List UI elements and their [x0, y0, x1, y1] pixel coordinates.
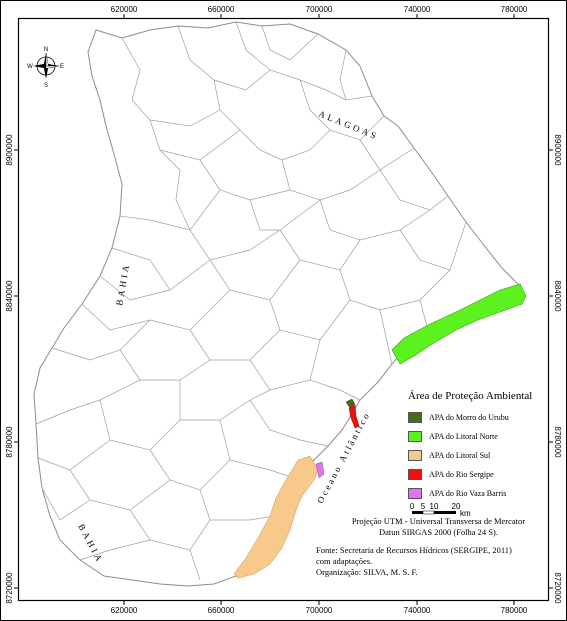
datum-line: Datun SIRGAS 2000 (Folha 24 S).	[378, 526, 498, 537]
y-tick-label-right: 8780000	[553, 426, 562, 458]
map-credits: Projeção UTM - Universal Transversa de M…	[316, 516, 561, 577]
legend-item-label: APA do Litoral Norte	[429, 432, 498, 441]
legend: Área de Proteção Ambiental APA do Morro …	[408, 390, 558, 503]
x-tick-label-bottom: 660000	[208, 606, 235, 615]
apa-rio-sergipe-area	[348, 404, 360, 429]
legend-swatch	[408, 488, 422, 499]
scale-tick-label: 0	[410, 502, 415, 511]
legend-item-litoral-norte: APA do Litoral Norte	[408, 427, 558, 446]
y-tick-label-left: 8840000	[5, 280, 14, 312]
compass-north-label: N	[44, 47, 48, 53]
legend-item-label: APA do Litoral Sul	[429, 451, 491, 460]
x-tick-label-bottom: 700000	[306, 606, 333, 615]
source-line: Fonte: Secretaria de Recursos Hídricos (…	[316, 545, 512, 556]
legend-item-label: APA do Rio Vaza Barris	[429, 489, 507, 498]
legend-swatch	[408, 431, 422, 442]
x-tick-label-bottom: 780000	[501, 606, 528, 615]
legend-title: Área de Proteção Ambiental	[408, 390, 533, 402]
apa-litoral-sul-area	[233, 455, 319, 579]
legend-item-label: APA do Morro do Urubu	[429, 413, 509, 422]
y-tick-label-left: 8900000	[5, 134, 14, 166]
x-tick-label-top: 660000	[208, 5, 235, 14]
y-tick-label-left: 8720000	[5, 572, 14, 604]
municipal-boundaries	[35, 21, 467, 581]
compass-east-label: E	[60, 64, 64, 70]
apa-rio-vaza-barris-area	[315, 461, 325, 479]
legend-swatch	[408, 469, 422, 480]
y-tick-label-right: 8840000	[553, 280, 562, 312]
legend-item-litoral-sul: APA do Litoral Sul	[408, 446, 558, 465]
legend-item-rio-vaza-barris: APA do Rio Vaza Barris	[408, 484, 558, 503]
y-tick-label-left: 8780000	[5, 426, 14, 458]
map-frame-inner	[17, 17, 550, 602]
x-tick-label-top: 740000	[404, 5, 431, 14]
scale-tick-label: 5	[421, 502, 426, 511]
compass-south-label: S	[44, 83, 48, 89]
compass-west-label: W	[27, 64, 33, 70]
x-tick-label-top: 620000	[111, 5, 138, 14]
apa-litoral-norte-area	[391, 283, 527, 365]
legend-swatch	[408, 412, 422, 423]
grid-tick-marks	[14, 14, 553, 605]
x-tick-label-top: 700000	[306, 5, 333, 14]
y-tick-label-right: 8720000	[553, 572, 562, 604]
projection-line: Projeção UTM - Universal Transversa de M…	[351, 516, 526, 526]
scale-tick-label: 20	[452, 502, 461, 511]
legend-item-label: APA do Rio Sergipe	[429, 470, 494, 479]
legend-item-rio-sergipe: APA do Rio Sergipe	[408, 465, 558, 484]
compass-rose: N S E W	[27, 47, 64, 89]
scale-tick-label: 10	[430, 502, 439, 511]
scale-unit-label: km	[460, 509, 471, 518]
source-line-cont: com adaptações.	[316, 555, 373, 566]
apa-morro-urubu-area	[345, 398, 356, 409]
x-tick-label-top: 780000	[501, 5, 528, 14]
organization-line: Organização: SILVA, M. S. F.	[316, 566, 418, 577]
legend-item-morro-urubu: APA do Morro do Urubu	[408, 408, 558, 427]
x-tick-label-bottom: 740000	[404, 606, 431, 615]
x-tick-label-bottom: 620000	[111, 606, 138, 615]
y-tick-label-right: 8900000	[553, 134, 562, 166]
legend-swatch	[408, 450, 422, 461]
scale-bar: 0 5 10 20 km	[410, 502, 471, 518]
